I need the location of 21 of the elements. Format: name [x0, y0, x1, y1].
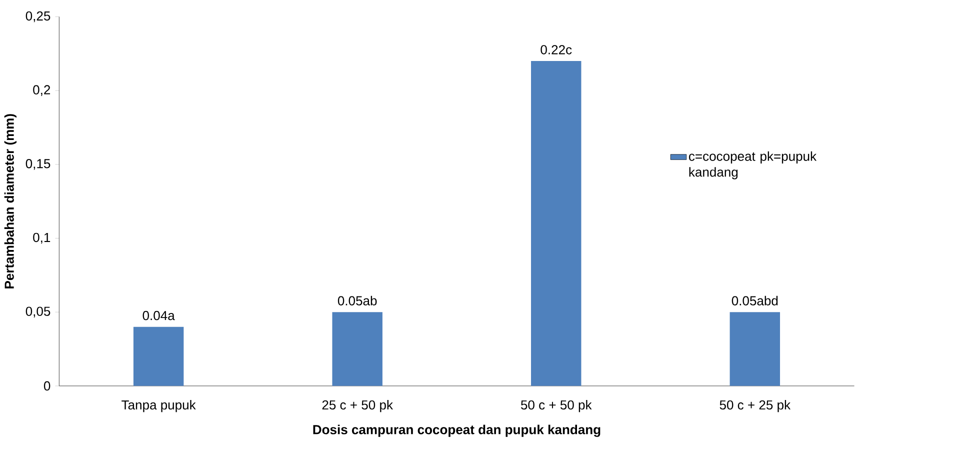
x-axis-title: Dosis campuran cocopeat dan pupuk kandang: [313, 424, 600, 438]
y-tick-label: 0: [44, 381, 50, 391]
legend-label: c=cocopeat pk=pupuk kandang: [688, 151, 817, 180]
y-axis-title: Pertambahan diameter (mm): [4, 114, 16, 289]
bar: [531, 61, 582, 386]
y-tick-label: 0,2: [33, 85, 50, 96]
data-label: 0.05abd: [732, 296, 778, 306]
data-label: 0.04a: [142, 311, 175, 320]
y-tick-label: 0,05: [26, 306, 50, 318]
y-tick-label: 0,15: [26, 159, 50, 170]
data-label: 0.22c: [540, 45, 572, 54]
bar: [332, 312, 382, 386]
bar: [730, 312, 780, 386]
data-label: 0.05ab: [338, 296, 377, 306]
x-tick-label: Tanpa pupuk: [122, 400, 196, 412]
x-tick-label: 50 c + 25 pk: [720, 400, 791, 412]
x-tick-label: 50 c + 50 pk: [520, 400, 592, 412]
y-tick-label: 0,1: [33, 233, 50, 244]
x-tick-label: 25 c + 50 pk: [322, 400, 393, 412]
y-tick-label: 0,25: [26, 12, 50, 22]
bar: [133, 327, 184, 386]
